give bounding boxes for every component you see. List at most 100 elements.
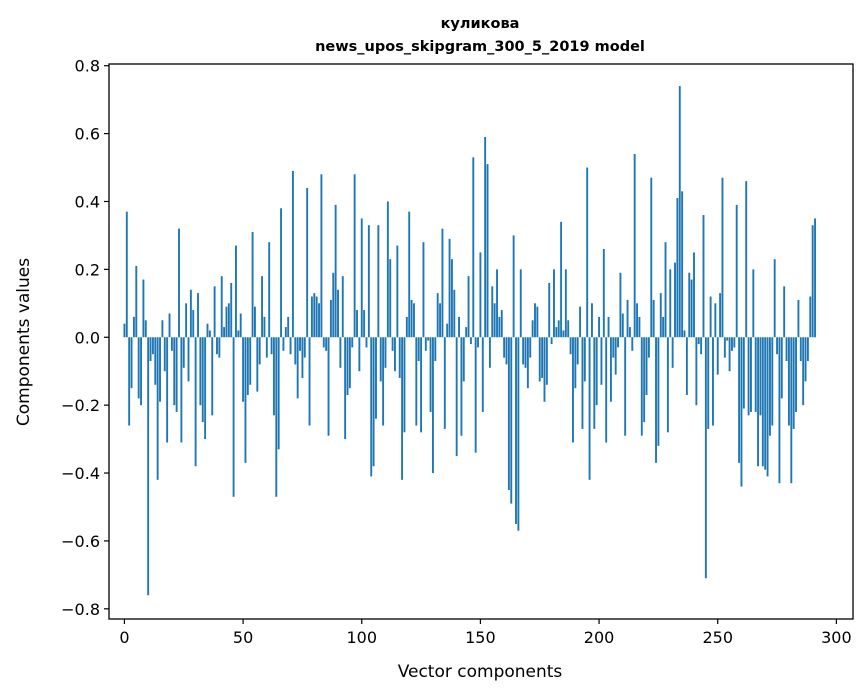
bar xyxy=(510,337,513,504)
bar xyxy=(346,337,349,395)
bar xyxy=(543,337,546,402)
bar xyxy=(206,323,209,338)
bar xyxy=(246,337,249,395)
bar xyxy=(477,337,479,348)
bar xyxy=(315,296,318,338)
bar xyxy=(144,320,147,338)
bar xyxy=(270,337,273,355)
bar xyxy=(154,337,157,385)
bar xyxy=(583,337,586,382)
bar xyxy=(538,337,541,382)
bar xyxy=(524,337,527,368)
bar xyxy=(363,310,366,338)
bar xyxy=(443,337,446,429)
bar xyxy=(609,337,612,402)
bar xyxy=(742,337,745,409)
y-tick-label: −0.2 xyxy=(61,396,100,415)
x-axis-label: Vector components xyxy=(398,662,563,682)
y-axis-ticks: −0.8 −0.6 −0.4 −0.2 0.0 0.2 0.4 0.6 0.8 xyxy=(61,57,109,619)
bar xyxy=(408,211,411,338)
bar xyxy=(348,337,351,389)
bar xyxy=(631,337,634,351)
bar xyxy=(382,337,385,426)
bar xyxy=(624,337,627,436)
bar xyxy=(676,198,679,338)
bar xyxy=(284,327,287,338)
bar xyxy=(659,293,662,338)
bar xyxy=(166,337,169,443)
chart-title-line1: куликова xyxy=(441,16,520,32)
bar xyxy=(189,289,192,338)
bar xyxy=(759,337,762,416)
bar xyxy=(792,337,795,429)
y-tick-label: 0.2 xyxy=(75,260,100,279)
x-tick-label: 50 xyxy=(233,628,253,647)
bar xyxy=(467,276,470,338)
bar xyxy=(410,299,413,338)
bar xyxy=(265,337,268,358)
bar xyxy=(427,337,430,341)
bar xyxy=(125,211,128,338)
bar xyxy=(377,225,380,338)
bar xyxy=(384,337,387,368)
bar xyxy=(595,337,598,406)
bar xyxy=(479,252,482,338)
bar xyxy=(740,337,743,487)
bar xyxy=(227,303,230,338)
bar xyxy=(712,337,714,426)
bar xyxy=(496,269,498,338)
bar xyxy=(151,337,154,355)
bar xyxy=(519,269,522,338)
bar xyxy=(674,262,676,338)
bar xyxy=(780,337,783,399)
bar xyxy=(662,316,665,338)
bar xyxy=(294,337,297,365)
bar xyxy=(555,327,558,338)
bar xyxy=(647,337,650,358)
bar xyxy=(325,337,328,351)
bar xyxy=(484,136,487,338)
bar xyxy=(574,337,577,389)
bar xyxy=(481,337,484,412)
bar xyxy=(695,337,698,406)
bar xyxy=(132,316,135,338)
bar xyxy=(664,242,667,338)
bar xyxy=(289,337,292,355)
bar xyxy=(389,259,392,338)
bar xyxy=(529,337,532,358)
bar xyxy=(128,337,131,426)
bar xyxy=(232,337,235,497)
bar xyxy=(358,337,361,372)
y-axis-label: Components values xyxy=(14,258,34,426)
bar xyxy=(643,337,646,423)
bar xyxy=(142,279,145,338)
bar xyxy=(235,245,237,338)
bar xyxy=(313,293,316,338)
bar xyxy=(619,272,622,338)
bar xyxy=(194,337,197,467)
x-tick-label: 100 xyxy=(346,628,377,647)
bar xyxy=(655,337,657,463)
bar xyxy=(159,337,161,402)
bar xyxy=(685,337,688,395)
y-tick-label: −0.6 xyxy=(61,532,100,551)
x-tick-label: 300 xyxy=(821,628,852,647)
bar xyxy=(531,320,534,338)
bar xyxy=(472,157,475,338)
bar xyxy=(211,337,214,416)
bar xyxy=(671,337,674,368)
bar xyxy=(415,337,418,426)
bar xyxy=(280,208,283,338)
y-tick-label: −0.4 xyxy=(61,464,100,483)
bar xyxy=(149,337,152,362)
bar xyxy=(161,320,164,338)
bar xyxy=(773,259,776,338)
bar xyxy=(225,306,228,338)
bar xyxy=(375,337,377,419)
bar xyxy=(242,337,245,402)
bar xyxy=(261,276,264,338)
bar xyxy=(249,337,252,385)
bar xyxy=(398,337,401,378)
bar xyxy=(275,337,278,497)
